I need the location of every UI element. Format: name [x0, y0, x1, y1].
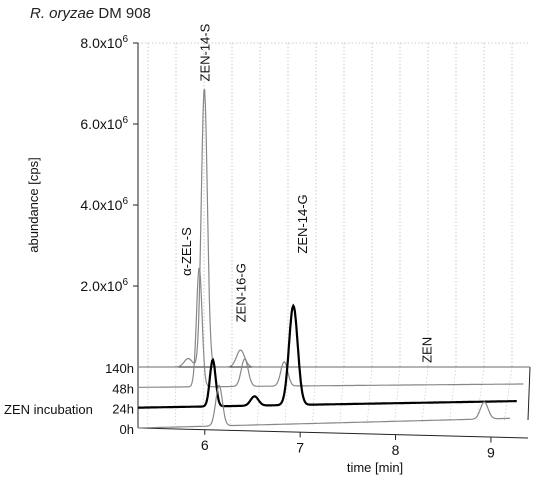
x-tick-label: 9 — [487, 445, 495, 461]
floor-grid-line — [202, 366, 205, 427]
chart-title: R. oryzae DM 908 — [30, 5, 151, 22]
series-label-48h: 48h — [112, 381, 134, 396]
z-axis-label: ZEN incubation — [4, 402, 93, 417]
floor-right-edge — [527, 366, 531, 421]
floor-grid-line — [504, 366, 513, 421]
floor-grid-line — [284, 366, 289, 425]
series-trace-48h — [138, 267, 524, 388]
floor-grid-line — [421, 366, 429, 423]
floor-grid-line — [339, 366, 345, 424]
floor-grid-line — [312, 366, 317, 425]
chart-labels: 2.0x106 4.0x106 6.0x106 8.0x106 abundance [c… — [4, 23, 495, 475]
peak-annotation: ZEN-14-S — [197, 23, 212, 81]
peak-annotation: ZEN — [420, 337, 435, 363]
series-trace-24h — [138, 303, 517, 409]
title-species: R. oryzae — [30, 5, 95, 22]
floor-grid-line — [449, 366, 457, 422]
series-trace-140h — [138, 88, 530, 368]
chart-series — [138, 88, 530, 429]
floor-grid-line — [366, 366, 373, 424]
x-tick-label: 7 — [296, 439, 304, 455]
floor-grid-line — [174, 366, 177, 428]
series-label-0h: 0h — [120, 422, 134, 437]
title-strain: DM 908 — [94, 5, 151, 22]
floor-grid-line — [257, 366, 261, 426]
y-tick-label: 6.0x106 — [80, 115, 128, 132]
series-label-24h: 24h — [112, 402, 134, 417]
series-label-140h: 140h — [105, 361, 134, 376]
chart-grid — [138, 42, 530, 428]
floor-grid-line — [476, 366, 485, 421]
x-axis-label: time [min] — [347, 460, 403, 475]
y-tick-label: 4.0x106 — [80, 196, 128, 213]
series-trace-0h — [138, 384, 510, 429]
peak-annotation: α-ZEL-S — [179, 227, 194, 276]
y-tick-label: 8.0x106 — [80, 34, 128, 51]
x-axis-line — [137, 427, 529, 439]
y-axis-label: abundance [cps] — [26, 157, 41, 252]
x-tick-label: 6 — [201, 437, 209, 453]
x-tick-label: 8 — [392, 442, 400, 458]
peak-annotation: ZEN-14-G — [295, 194, 310, 253]
peak-annotation: ZEN-16-G — [234, 263, 249, 322]
y-tick-label: 2.0x106 — [80, 277, 128, 294]
floor-grid-line — [394, 366, 401, 423]
floor-grid-line — [229, 366, 233, 427]
